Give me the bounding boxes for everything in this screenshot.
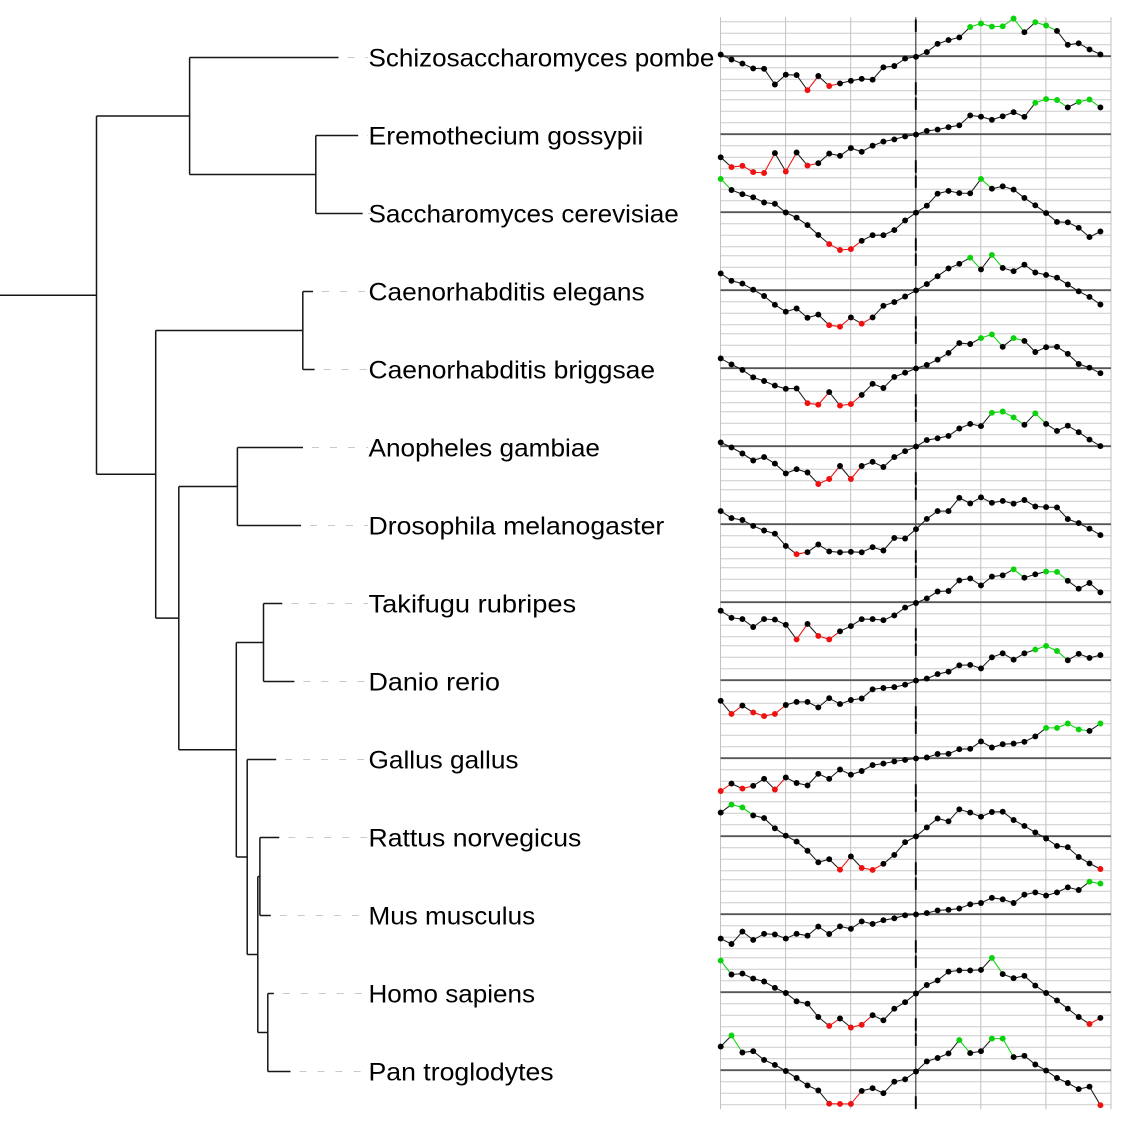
svg-text:Danio rerio: Danio rerio (369, 669, 500, 697)
svg-text:Takifugu rubripes: Takifugu rubripes (369, 591, 577, 619)
svg-text:Caenorhabditis elegans: Caenorhabditis elegans (369, 279, 645, 307)
svg-text:Gallus gallus: Gallus gallus (369, 747, 519, 775)
svg-text:Schizosaccharomyces pombe: Schizosaccharomyces pombe (369, 45, 715, 73)
svg-text:Drosophila melanogaster: Drosophila melanogaster (369, 513, 665, 541)
svg-text:Caenorhabditis briggsae: Caenorhabditis briggsae (369, 357, 656, 385)
svg-text:Rattus norvegicus: Rattus norvegicus (369, 825, 582, 853)
svg-text:Saccharomyces cerevisiae: Saccharomyces cerevisiae (369, 201, 679, 229)
svg-text:Mus musculus: Mus musculus (369, 903, 536, 931)
svg-text:Eremothecium gossypii: Eremothecium gossypii (369, 123, 644, 151)
svg-text:Anopheles gambiae: Anopheles gambiae (369, 435, 601, 463)
svg-text:Homo sapiens: Homo sapiens (369, 981, 536, 1009)
svg-text:Pan troglodytes: Pan troglodytes (369, 1059, 554, 1087)
